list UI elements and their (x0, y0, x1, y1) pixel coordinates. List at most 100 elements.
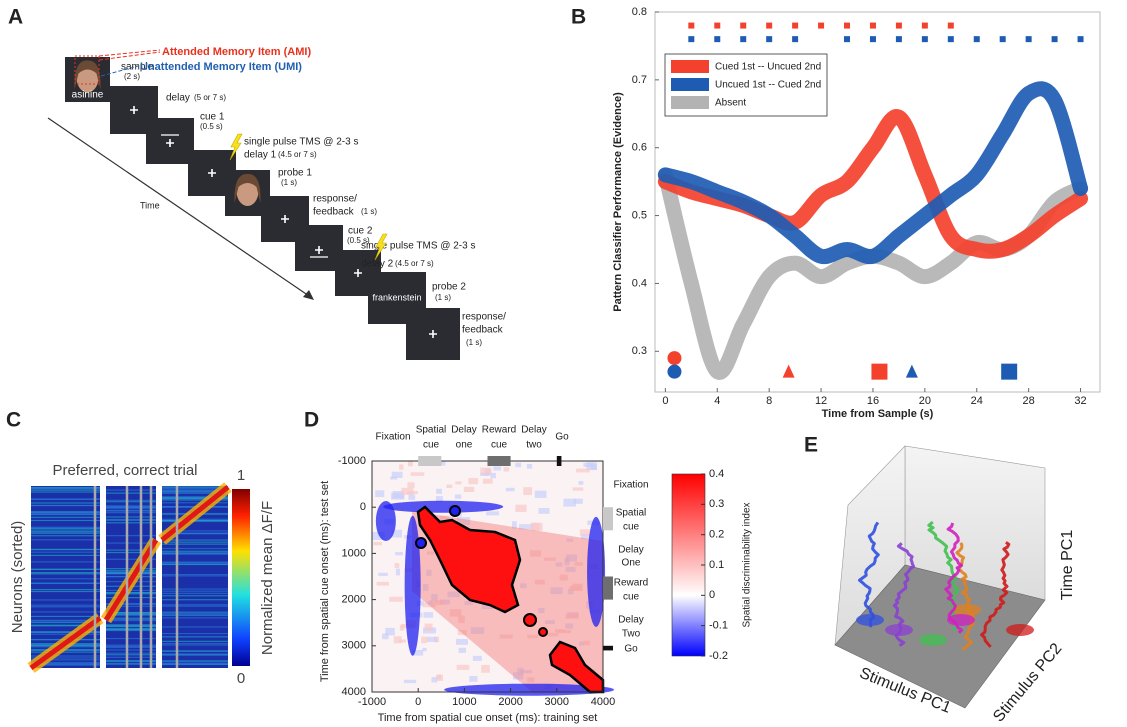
heatmap-cell (515, 504, 527, 513)
heatmap-cell (431, 593, 438, 602)
step-label: probe 2 (432, 282, 466, 293)
heatmap-row (106, 506, 156, 508)
epoch-label: Reward (614, 578, 648, 589)
heatmap-row (31, 568, 100, 570)
step-duration: (2 s) (124, 72, 140, 81)
heatmap-row (31, 621, 100, 624)
umi-link (100, 65, 139, 77)
heatmap-row (162, 654, 228, 656)
period-bar-top (487, 456, 511, 466)
significance-marker (921, 36, 928, 43)
heatmap-cell (576, 468, 590, 473)
event-marker (1001, 363, 1018, 380)
heatmap-row (106, 516, 156, 518)
heatmap-cell (464, 601, 473, 605)
heatmap-cell (456, 664, 470, 670)
heatmap-cell (554, 629, 565, 633)
epoch-label: Go (555, 432, 569, 443)
step-duration: (1 s) (281, 178, 297, 187)
heatmap-cell (529, 550, 542, 557)
heatmap-cell (439, 515, 450, 520)
ami-box (74, 55, 100, 85)
heatmap-row (106, 625, 156, 627)
significance-marker (766, 36, 773, 43)
heatmap-cell (385, 627, 395, 636)
heatmap-row (162, 502, 228, 504)
screen-text: asinine (72, 90, 104, 101)
heatmap-cell (399, 639, 407, 643)
heatmap-cell (449, 609, 462, 617)
heatmap-cell (375, 490, 385, 498)
heatmap-cell (505, 487, 515, 492)
y-tick-label: 3000 (342, 640, 366, 652)
step-duration: (1 s) (361, 207, 377, 216)
trajectory (858, 521, 880, 628)
heatmap-row (162, 488, 228, 490)
y-tick-label: 0 (360, 501, 366, 513)
significance-marker (1051, 36, 1058, 43)
step-label: sample (121, 62, 154, 73)
heatmap-row (31, 530, 100, 532)
heatmap-cell (422, 584, 429, 591)
heatmap-cell (503, 467, 509, 472)
heatmap-row (31, 505, 100, 507)
heatmap-cell (422, 647, 427, 652)
heatmap-row (106, 660, 156, 662)
significance-marker (792, 36, 799, 43)
y-axis-label: Neurons (sorted) (9, 521, 26, 634)
x-tick-label: 4 (714, 395, 720, 407)
trajectory (955, 542, 976, 651)
heatmap-row (162, 550, 228, 552)
heatmap-row (31, 488, 100, 490)
heatmap-row (31, 578, 100, 580)
colorbar (232, 489, 250, 666)
colorbar-tick-label: 0.4 (709, 468, 724, 480)
epoch-label: cue (623, 592, 640, 603)
epoch-label: Delay (451, 425, 477, 436)
heatmap-cell (389, 596, 403, 602)
colorbar-tick-label: -0.1 (709, 620, 728, 632)
heatmap-row (162, 562, 228, 564)
heatmap-row (31, 582, 100, 584)
x-tick-label: 28 (1023, 395, 1035, 407)
x-tick-label: 1000 (452, 696, 476, 708)
heatmap-cell (534, 579, 545, 585)
x-tick-label: 4000 (591, 696, 615, 708)
x-tick-label: 12 (815, 395, 827, 407)
heatmap-row (31, 655, 100, 657)
heatmap-cell (482, 478, 493, 484)
heatmap-row (162, 491, 228, 493)
y-tick-label: 0.4 (632, 277, 647, 289)
panel-letter: A (8, 6, 23, 29)
epoch-label: one (456, 440, 473, 451)
activity-band (103, 538, 159, 622)
heatmap-cell (572, 487, 584, 491)
x-tick-label: 2000 (498, 696, 522, 708)
heatmap-cell (468, 477, 478, 485)
ami-link (98, 49, 161, 61)
heatmap-cell (565, 623, 573, 629)
heatmap-row (106, 637, 156, 640)
legend-label: Absent (715, 98, 746, 109)
epoch-label: two (526, 440, 542, 451)
heatmap-cell (424, 623, 433, 631)
significance-marker (921, 22, 928, 29)
trajectory-shadow (856, 614, 884, 626)
heatmap-row (162, 626, 228, 628)
umi-label: Unattended Memory Item (UMI) (140, 61, 302, 73)
heatmap-cell (574, 562, 583, 566)
y-tick-label: 0.3 (632, 345, 647, 357)
heatmap-cell (573, 498, 583, 504)
period-bar-right (603, 645, 613, 651)
heatmap-row (106, 507, 156, 509)
heatmap-row (106, 558, 156, 560)
heatmap-row (31, 516, 100, 518)
heatmap-cell (391, 529, 403, 538)
significance-marker (688, 36, 695, 43)
heatmap-row (162, 552, 228, 554)
heatmap-row (162, 547, 228, 550)
heatmap-row (31, 491, 100, 493)
heatmap-cell (382, 633, 389, 640)
heatmap-cell (393, 636, 402, 644)
